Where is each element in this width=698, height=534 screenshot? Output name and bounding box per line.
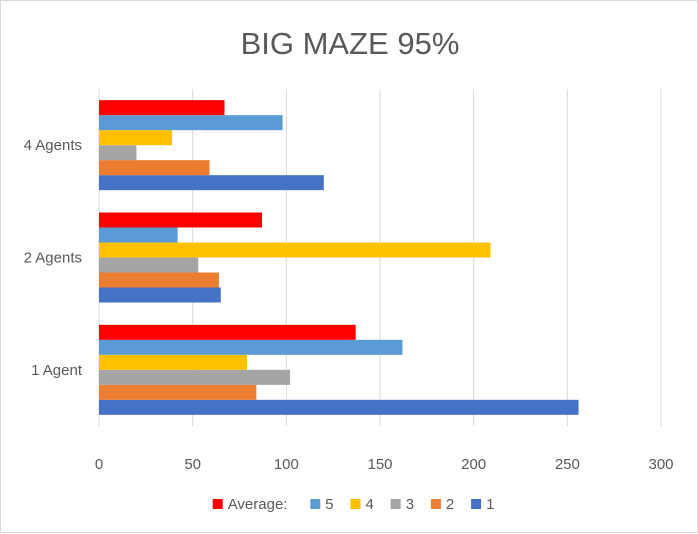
bar — [99, 160, 210, 176]
bar — [99, 287, 221, 303]
bar — [99, 100, 225, 116]
legend-label: 1 — [486, 496, 494, 513]
legend-swatch — [390, 499, 401, 509]
bar — [99, 324, 356, 340]
bar — [99, 145, 137, 161]
x-tick-label: 0 — [95, 456, 103, 473]
y-tick-label: 4 Agents — [24, 137, 82, 154]
x-axis-ticks: 0 50 100 150 200 250 300 — [95, 456, 674, 473]
bar — [99, 115, 283, 131]
legend-label: Average: — [228, 496, 288, 513]
legend-label: 3 — [406, 496, 414, 513]
y-tick-label: 1 Agent — [31, 362, 83, 379]
legend: Average: 5 4 3 2 1 — [212, 496, 494, 513]
bar — [99, 227, 178, 243]
y-tick-label: 2 Agents — [24, 250, 82, 267]
bar — [99, 130, 173, 146]
bar — [99, 399, 579, 415]
bar — [99, 175, 324, 191]
x-tick-label: 150 — [367, 456, 392, 473]
y-axis-ticks: 1 Agent 2 Agents 4 Agents — [24, 137, 83, 379]
legend-swatch — [471, 499, 482, 509]
bar — [99, 354, 247, 370]
chart-title: BIG MAZE 95% — [241, 26, 460, 61]
legend-label: 5 — [325, 496, 333, 513]
bar — [99, 272, 219, 288]
legend-swatch — [350, 499, 361, 509]
legend-swatch — [430, 499, 441, 509]
x-tick-label: 300 — [648, 456, 673, 473]
legend-swatch — [310, 499, 321, 509]
legend-label: 2 — [446, 496, 454, 513]
x-tick-label: 200 — [461, 456, 486, 473]
bar — [99, 242, 491, 258]
x-tick-label: 50 — [184, 456, 201, 473]
bar — [99, 339, 403, 355]
x-tick-label: 250 — [555, 456, 580, 473]
bar — [99, 369, 291, 385]
bar — [99, 212, 262, 228]
bars — [99, 100, 579, 415]
bar — [99, 257, 199, 273]
legend-swatch — [212, 499, 223, 509]
bar — [99, 384, 257, 400]
x-tick-label: 100 — [274, 456, 299, 473]
legend-label: 4 — [366, 496, 374, 513]
